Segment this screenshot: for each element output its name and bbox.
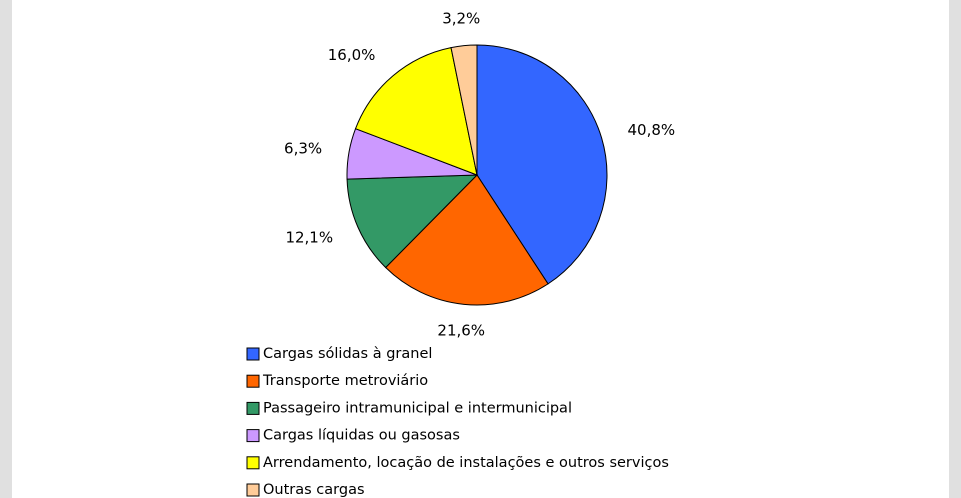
legend-swatch bbox=[246, 401, 260, 415]
legend-swatch bbox=[246, 374, 260, 388]
legend-swatch bbox=[246, 347, 260, 361]
pie-slice bbox=[450, 44, 478, 176]
data-label: 40,8% bbox=[627, 121, 675, 139]
data-label: 12,1% bbox=[285, 228, 333, 246]
data-label: 16,0% bbox=[328, 46, 376, 64]
legend-swatch bbox=[246, 429, 260, 443]
legend-label: Arrendamento, locação de instalações e o… bbox=[263, 455, 669, 471]
pie-slice bbox=[384, 174, 549, 306]
legend-label: Cargas sólidas à granel bbox=[263, 346, 432, 362]
legend-swatch bbox=[246, 483, 260, 497]
legend-label: Transporte metroviário bbox=[262, 373, 428, 389]
legend-label: Cargas líquidas ou gasosas bbox=[263, 428, 460, 444]
data-label: 6,3% bbox=[284, 139, 322, 157]
legend-swatch bbox=[246, 456, 260, 470]
left-border bbox=[0, 0, 12, 498]
data-label: 21,6% bbox=[437, 322, 485, 340]
data-label: 3,2% bbox=[442, 9, 480, 27]
right-border bbox=[949, 0, 961, 498]
legend-label: Outras cargas bbox=[263, 482, 365, 498]
legend-label: Passageiro intramunicipal e intermunicip… bbox=[263, 400, 572, 416]
pie-slice bbox=[354, 47, 478, 176]
pie-slice bbox=[346, 174, 479, 269]
